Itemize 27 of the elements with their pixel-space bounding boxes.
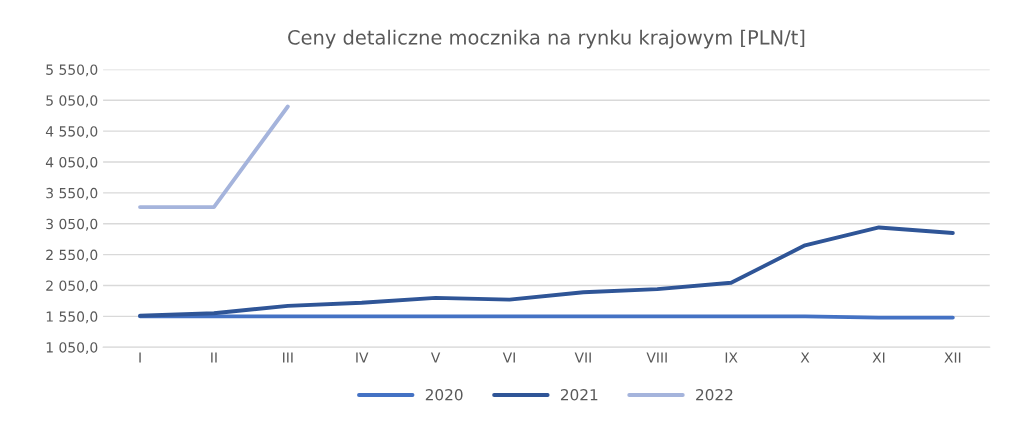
y-tick-label: 1 050,0 bbox=[46, 342, 98, 355]
y-tick-label: 3 050,0 bbox=[46, 218, 98, 231]
x-tick-label: VII bbox=[574, 352, 591, 363]
y-tick-label: 4 050,0 bbox=[45, 157, 98, 169]
y-tick-label: 2 550,0 bbox=[46, 249, 98, 262]
x-tick-label: V bbox=[430, 352, 441, 363]
y-tick-label: 5 050,0 bbox=[46, 95, 98, 108]
x-tick-label: X bbox=[800, 352, 810, 363]
line-series bbox=[138, 225, 955, 318]
x-tick-label: III bbox=[283, 352, 293, 363]
x-tick-label: VI bbox=[502, 352, 515, 363]
x-tick-label: XII bbox=[944, 352, 961, 363]
chart-title: Ceny detaliczne mocznika na rynku krajowym [PLN/t] bbox=[288, 29, 805, 49]
x-tick-label: IX bbox=[725, 352, 738, 363]
x-tick-label: VIII bbox=[646, 352, 667, 363]
y-tick-label: 2 050,0 bbox=[46, 280, 98, 293]
x-tick-label: XI bbox=[872, 352, 885, 363]
y-tick-label: 5 550,0 bbox=[46, 64, 98, 77]
legend-label: 2021 bbox=[560, 389, 598, 401]
x-tick-label: II bbox=[211, 352, 217, 363]
legend-label: 2020 bbox=[425, 389, 463, 401]
x-tick-label: I bbox=[139, 352, 141, 363]
y-tick-label: 3 550,0 bbox=[46, 187, 98, 200]
x-tick-label: IV bbox=[356, 352, 369, 363]
y-tick-label: 4 550,0 bbox=[45, 126, 98, 139]
y-tick-label: 1 550,0 bbox=[46, 311, 98, 324]
legend-label: 2022 bbox=[696, 389, 733, 401]
